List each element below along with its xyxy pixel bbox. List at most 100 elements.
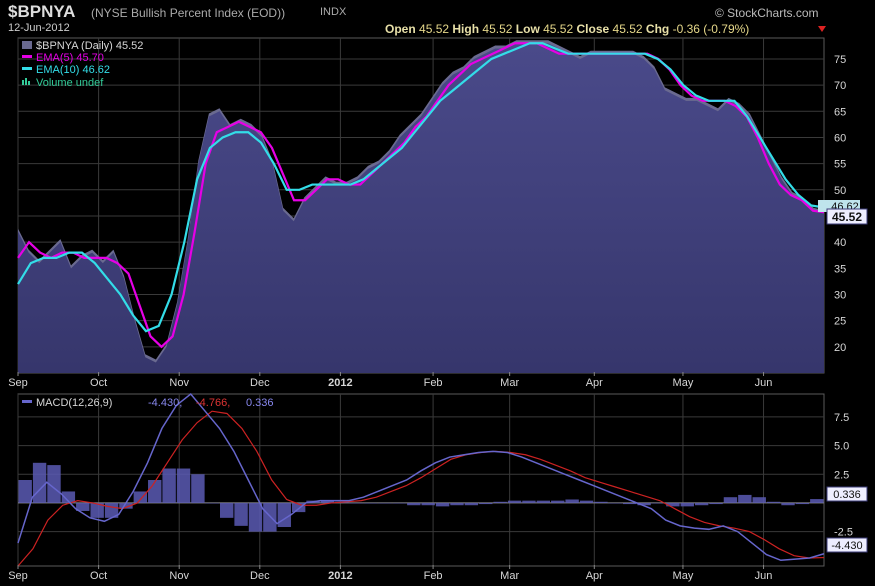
macd-hist-bar [752,497,766,503]
macd-hist-bar [18,480,32,503]
macd-hist-bar [666,502,680,507]
price-tick-label: 30 [834,289,846,301]
x-axis-bottom: Sep Oct Nov Dec 2012 Feb Mar Apr May Jun [8,565,772,582]
hist-legend-value: 0.336 [246,397,274,409]
x-tick-label: Apr [586,570,603,582]
x-tick-label: May [673,377,694,389]
close-value: 45.52 [612,22,643,36]
signal-legend-value: -4.766, [196,397,230,409]
volume-icon [22,78,30,85]
macd-hist-bar [723,497,738,503]
macd-hist-bar [162,468,176,503]
macd-hist-bar [565,499,579,503]
high-label: High [452,22,480,36]
ohlc-readout: Open 45.52 High 45.52 Low 45.52 Close 45… [385,22,749,36]
macd-hist-bar [493,501,507,503]
macd-hist-bar [507,500,522,503]
x-tick-label: Dec [250,377,270,389]
macd-hist-bar [291,502,306,513]
macd-hist-bar [608,502,622,504]
macd-tick-label: 5.0 [834,441,849,453]
price-y-axis: 202530354045505560657075 [834,54,846,354]
macd-hist-bar [407,502,421,506]
macd-hist-bar [378,502,392,504]
price-tick-label: 60 [834,132,846,144]
macd-hist-bar [551,500,565,503]
price-tick-label: 50 [834,185,846,197]
x-tick-label: Nov [169,570,189,582]
price-tick-label: 20 [834,342,846,354]
macd-hist-bar [435,502,450,507]
macd-hist-bar [694,502,709,506]
chart-date: 12-Jun-2012 [8,22,70,34]
macd-hist-bar [61,491,76,503]
price-tag-text: 45.52 [832,210,862,224]
x-tick-label: Nov [169,377,189,389]
x-tick-label: 2012 [328,377,352,389]
macd-hist-bar [220,502,234,518]
x-tick-label: Oct [90,570,107,582]
macd-hist-bar [709,502,723,505]
macd-hist-bar [320,500,335,503]
price-tick-label: 75 [834,54,846,66]
macd-lines [17,392,825,567]
low-value: 45.52 [543,22,574,36]
ema5-legend-text: EMA(5) 45.70 [36,52,104,64]
macd-hist-bar [536,500,551,503]
price-legend-text: $BPNYA (Daily) 45.52 [36,40,143,52]
brand-watermark[interactable]: © StockCharts.com [715,6,819,20]
price-tick-label: 70 [834,80,846,92]
down-arrow-icon [818,26,826,32]
macd-hist-bar [450,502,464,506]
x-tick-label: Apr [586,377,603,389]
close-label: Close [576,22,610,36]
x-tick-label: May [673,570,694,582]
macd-hist-bar [248,502,263,532]
macd-hist-bar [421,502,435,506]
macd-hist-bar [781,502,795,506]
macd-tick-label: 7.5 [834,412,849,424]
volume-legend-text: Volume undef [36,77,104,89]
macd-hist-bar [205,502,219,504]
macd-hist-bar [263,502,277,532]
macd-hist-bar [76,502,90,511]
macd-hist-bar [47,465,61,503]
macd-tick-label: 2.5 [834,469,849,481]
ema5-legend-swatch [22,55,32,58]
exchange-label: INDX [320,6,347,18]
macd-hist-bar [191,474,205,503]
macd-hist-bar [623,502,637,505]
x-tick-label: Feb [424,570,443,582]
macd-hist-bar [810,499,824,503]
macd-hist-bar [766,501,781,503]
x-tick-label: Jun [755,377,773,389]
ema10-legend-text: EMA(10) 46.62 [36,64,110,76]
x-tick-label: 2012 [328,570,352,582]
macd-tag2 [826,537,868,553]
macd-hist-bar [32,462,47,503]
x-axis-top: Sep Oct Nov Dec 2012 Feb Mar Apr May Jun [8,372,772,389]
price-legend: $BPNYA (Daily) 45.52 EMA(5) 45.70 EMA(10… [22,40,143,89]
x-tick-label: Sep [8,570,28,582]
price-legend-swatch [22,41,32,49]
macd-hist-bar [148,480,162,503]
signal-line [17,410,825,567]
macd-tag-text: 0.336 [833,489,861,501]
price-tick-label: 25 [834,316,846,328]
ema10-legend-swatch [22,67,32,70]
macd-hist-bar [738,494,752,503]
macd-hist-bar [392,502,407,504]
macd-hist-bar [176,468,191,503]
macd-hist-bar [133,491,148,503]
macd-hist-bar [522,500,536,503]
price-plot [17,40,825,373]
macd-hist-bar [479,502,493,505]
price-tick-label: 35 [834,263,846,275]
macd-tag [826,486,868,502]
macd-hist-bar [795,502,810,505]
ema5-line [17,42,825,349]
macd-hist-bar [464,502,479,506]
macd-hist-bar [680,502,694,507]
macd-hist-bar [651,502,666,504]
